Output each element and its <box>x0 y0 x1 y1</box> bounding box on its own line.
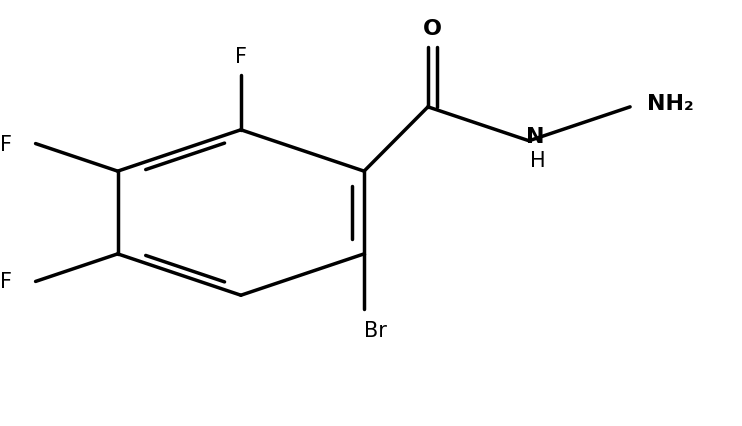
Text: F: F <box>235 46 247 66</box>
Text: N: N <box>525 127 544 147</box>
Text: H: H <box>530 151 545 171</box>
Text: O: O <box>423 19 441 39</box>
Text: F: F <box>1 134 13 154</box>
Text: F: F <box>1 272 13 292</box>
Text: NH₂: NH₂ <box>647 94 694 114</box>
Text: Br: Br <box>364 320 387 340</box>
